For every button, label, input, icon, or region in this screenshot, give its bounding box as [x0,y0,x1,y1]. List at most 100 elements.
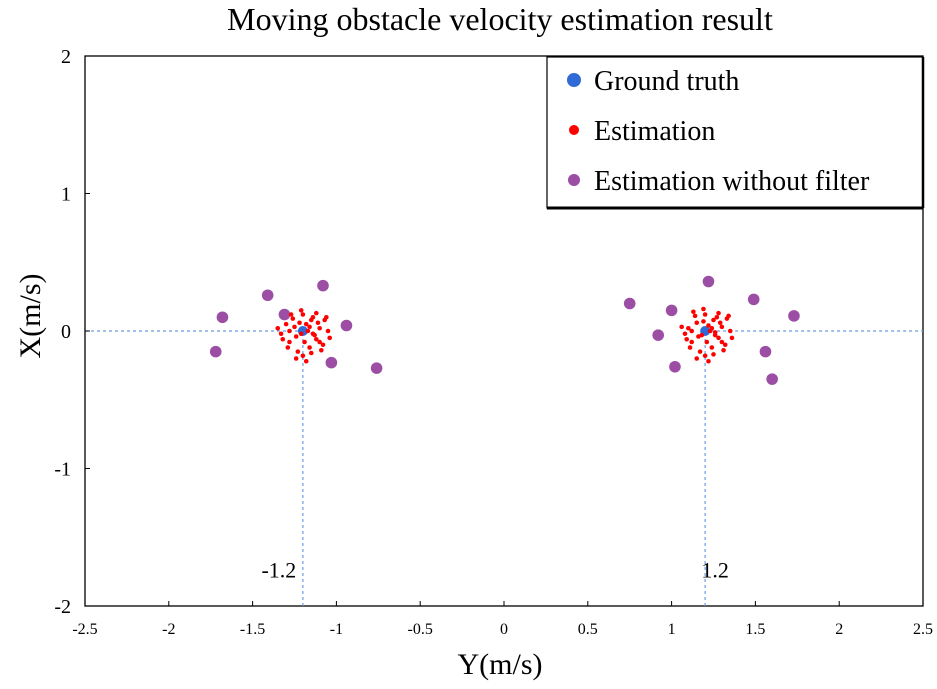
data-point [278,331,284,337]
data-point [305,328,311,334]
annotation-label: 1.2 [701,558,729,583]
data-point [709,325,715,331]
data-point [293,334,299,339]
data-point [702,312,708,317]
data-point [298,331,304,337]
data-point [692,313,698,319]
data-point [682,331,688,337]
data-point [317,325,322,331]
series-layer [209,275,800,385]
x-tick-label: 2 [835,621,843,638]
data-point [310,314,316,320]
data-point [317,279,329,292]
data-point [689,339,695,345]
data-point [716,310,721,316]
data-point [686,325,691,331]
data-point [317,339,322,345]
data-point [696,334,701,339]
data-point [325,328,331,334]
data-point [669,360,681,373]
data-point [714,314,720,320]
data-point [216,311,229,324]
data-point [704,339,710,345]
data-point [283,321,289,327]
data-point [652,329,664,341]
data-point [298,308,304,313]
data-point [300,353,306,359]
data-point [261,289,274,302]
x-axis-label: Y(m/s) [458,648,543,681]
data-point [313,310,319,316]
legend: Ground truth Estimation Estimation without… [546,56,925,210]
data-point [721,347,726,353]
legend-box [546,56,924,209]
data-point [701,306,706,312]
data-point [302,339,307,345]
data-point [288,312,294,317]
y-tick-label: 1 [61,184,71,206]
legend-label: Ground truth [594,66,739,97]
data-point [702,275,715,288]
data-point [313,336,319,342]
y-tick-label: 0 [61,321,71,343]
data-point [788,310,800,322]
data-point [278,308,291,321]
data-point [679,324,684,330]
data-point [719,324,725,330]
data-point [694,320,700,326]
x-tick-label: 0 [500,621,508,638]
data-point [702,353,708,359]
data-point [709,345,715,350]
x-tick-label: 0.5 [578,621,598,638]
data-point [293,356,299,361]
annotations: -1.2 1.2 [261,558,728,583]
data-point [706,358,711,364]
data-point [307,324,312,330]
legend-marker [569,125,579,135]
legend-marker [568,174,580,186]
y-tick-label: 2 [61,46,71,68]
y-tick-label: -2 [54,596,71,618]
y-tick-label: -1 [54,459,71,481]
data-point [325,356,338,369]
data-point [711,352,716,357]
data-point [729,335,735,341]
data-point [665,304,678,317]
data-point [300,312,306,317]
data-point [310,331,316,337]
x-tick-label: 1 [668,621,676,638]
data-point [295,349,301,354]
data-point [722,342,728,348]
data-point [287,328,292,334]
legend-label: Estimation without filter [594,166,870,197]
data-point [697,349,703,354]
data-point [287,339,292,345]
data-point [706,323,711,328]
x-tick-label: -2 [162,621,175,638]
x-tick-label: -1 [330,621,343,638]
data-point [280,336,286,342]
x-tick-label: 2.5 [913,621,933,638]
data-point [716,335,721,341]
data-point [307,345,312,350]
data-point [324,314,329,320]
data-point [308,350,314,356]
legend-label: Estimation [594,116,715,147]
series-estimation-without-filter [209,275,800,385]
data-point [726,313,731,319]
data-point [320,342,326,348]
data-point [691,309,696,315]
x-tick-label: 1.5 [745,621,765,638]
x-tick-label: -2.5 [72,621,97,638]
x-tick-label: -0.5 [408,621,433,638]
data-point [303,321,309,327]
series-estimation [275,306,735,364]
data-point [766,373,778,385]
reference-lines [85,330,923,606]
data-point [711,317,716,323]
data-point [623,297,636,310]
data-point [727,328,733,334]
data-point [275,325,281,331]
data-point [315,320,321,326]
